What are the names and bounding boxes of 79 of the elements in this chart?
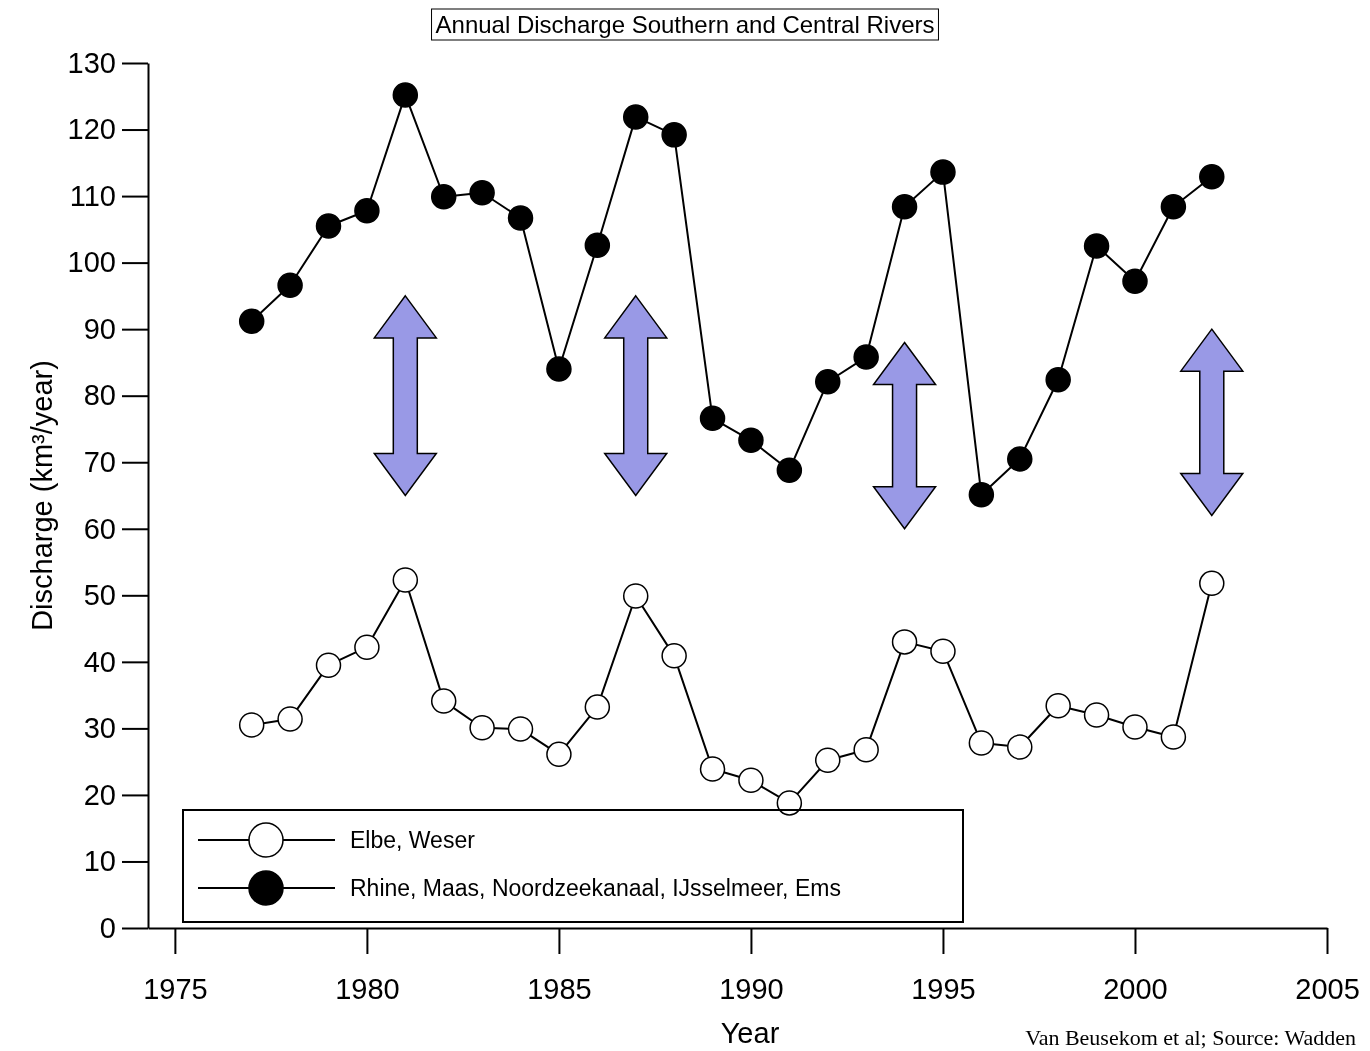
point	[277, 706, 303, 732]
point	[853, 344, 879, 370]
point	[354, 197, 380, 224]
point	[738, 427, 764, 454]
point	[1007, 446, 1033, 472]
point	[622, 583, 649, 609]
x-tick-label: 2000	[1103, 972, 1168, 1005]
y-tick-label: 20	[83, 778, 116, 811]
y-tick-label: 80	[83, 379, 116, 412]
chart-title: Annual Discharge Southern and Central Rivers	[435, 11, 935, 38]
y-axis-title: Discharge (km³/year)	[26, 360, 58, 631]
point	[1083, 233, 1110, 259]
point	[507, 716, 534, 742]
x-tick-label: 1990	[719, 972, 784, 1005]
point	[661, 122, 687, 148]
point	[238, 712, 265, 738]
point	[584, 232, 611, 259]
x-tick-label: 1980	[335, 972, 400, 1005]
point	[392, 567, 419, 593]
y-tick-label: 50	[83, 579, 116, 612]
point	[315, 652, 342, 678]
y-tick-label: 30	[83, 712, 116, 745]
y-tick-label: 0	[99, 911, 116, 944]
point	[661, 643, 687, 669]
point	[277, 272, 303, 298]
point	[1160, 193, 1187, 220]
point	[1007, 734, 1033, 760]
point	[891, 193, 918, 220]
y-tick-label: 120	[67, 113, 116, 146]
point	[1045, 366, 1071, 393]
y-tick-label: 10	[83, 845, 116, 878]
point	[815, 747, 841, 774]
point	[430, 688, 457, 714]
point	[1160, 724, 1187, 750]
point	[238, 308, 265, 334]
point	[469, 714, 495, 741]
legend-label: Rhine, Maas, Noordzeekanaal, IJsselmeer, Ems	[350, 875, 841, 901]
point	[315, 213, 342, 239]
x-tick-label: 1995	[911, 972, 976, 1005]
point	[354, 634, 380, 660]
y-tick-label: 40	[83, 645, 116, 678]
point	[968, 730, 995, 756]
text: Van Beusekom et al; Source: Wadden	[1025, 1025, 1356, 1050]
point	[815, 368, 841, 395]
y-tick-label: 60	[83, 512, 116, 545]
point	[507, 205, 534, 231]
point	[1122, 714, 1148, 740]
x-tick-label: 1985	[527, 972, 592, 1005]
point	[699, 756, 726, 782]
point	[891, 629, 918, 655]
x-tick-label: 2005	[1295, 972, 1360, 1005]
point	[1122, 268, 1148, 294]
point	[776, 457, 803, 483]
point	[1083, 702, 1110, 728]
legend-label: Elbe, Weser	[350, 827, 476, 853]
point	[853, 736, 879, 763]
point	[469, 180, 495, 206]
point	[738, 767, 764, 794]
point	[930, 159, 956, 185]
point	[430, 183, 457, 210]
y-tick-label: 110	[69, 179, 116, 212]
point	[1199, 570, 1225, 597]
point	[968, 482, 995, 508]
point	[622, 104, 649, 130]
point	[1045, 693, 1071, 719]
point	[392, 82, 419, 108]
point	[699, 405, 726, 432]
x-axis-title: Year	[720, 1017, 780, 1049]
y-tick-label: 100	[67, 246, 116, 279]
y-tick-label: 90	[83, 312, 116, 345]
y-tick-label: 130	[67, 46, 116, 79]
point	[930, 638, 956, 664]
point	[776, 790, 803, 816]
point	[1199, 164, 1225, 190]
y-tick-label: 70	[83, 446, 116, 479]
point	[546, 356, 572, 382]
point	[584, 694, 611, 720]
point	[546, 741, 572, 768]
x-tick-label: 1975	[143, 972, 208, 1005]
